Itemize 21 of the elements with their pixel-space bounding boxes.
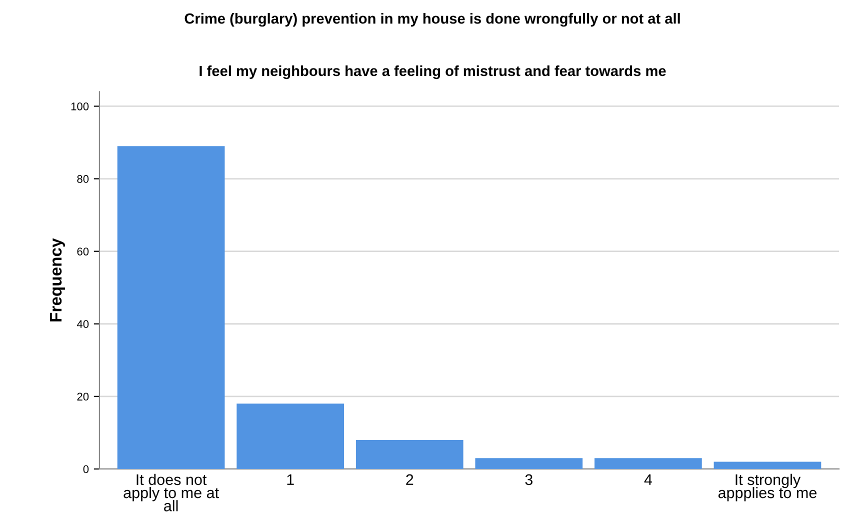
x-tick-label: 1 — [287, 474, 294, 485]
chart-subtitle: I feel my neighbours have a feeling of mistrust and fear towards me — [200, 65, 666, 80]
bar — [714, 462, 822, 469]
x-tick-label: It strongly appplies to me — [718, 474, 816, 502]
y-tick-label: 20 — [77, 392, 89, 401]
bar — [236, 404, 344, 469]
y-tick-label: 40 — [76, 320, 89, 328]
y-tick-label: 100 — [71, 102, 89, 110]
bar — [356, 440, 464, 469]
bar — [594, 458, 702, 469]
chart-title: Crime (burglary) prevention in my house is done wrongfully or not at all — [184, 13, 680, 27]
y-tick-label: 80 — [77, 175, 89, 183]
bar — [117, 146, 225, 469]
y-tick-label: 60 — [77, 248, 89, 256]
y-axis-title: Frequency — [50, 238, 65, 322]
x-tick-label: It does not apply to me at all — [124, 474, 219, 512]
bar — [475, 458, 583, 469]
x-tick-label: 2 — [406, 474, 414, 485]
x-tick-label: 4 — [644, 474, 652, 485]
x-tick-label: 3 — [525, 474, 532, 486]
y-tick-label: 0 — [83, 465, 89, 474]
